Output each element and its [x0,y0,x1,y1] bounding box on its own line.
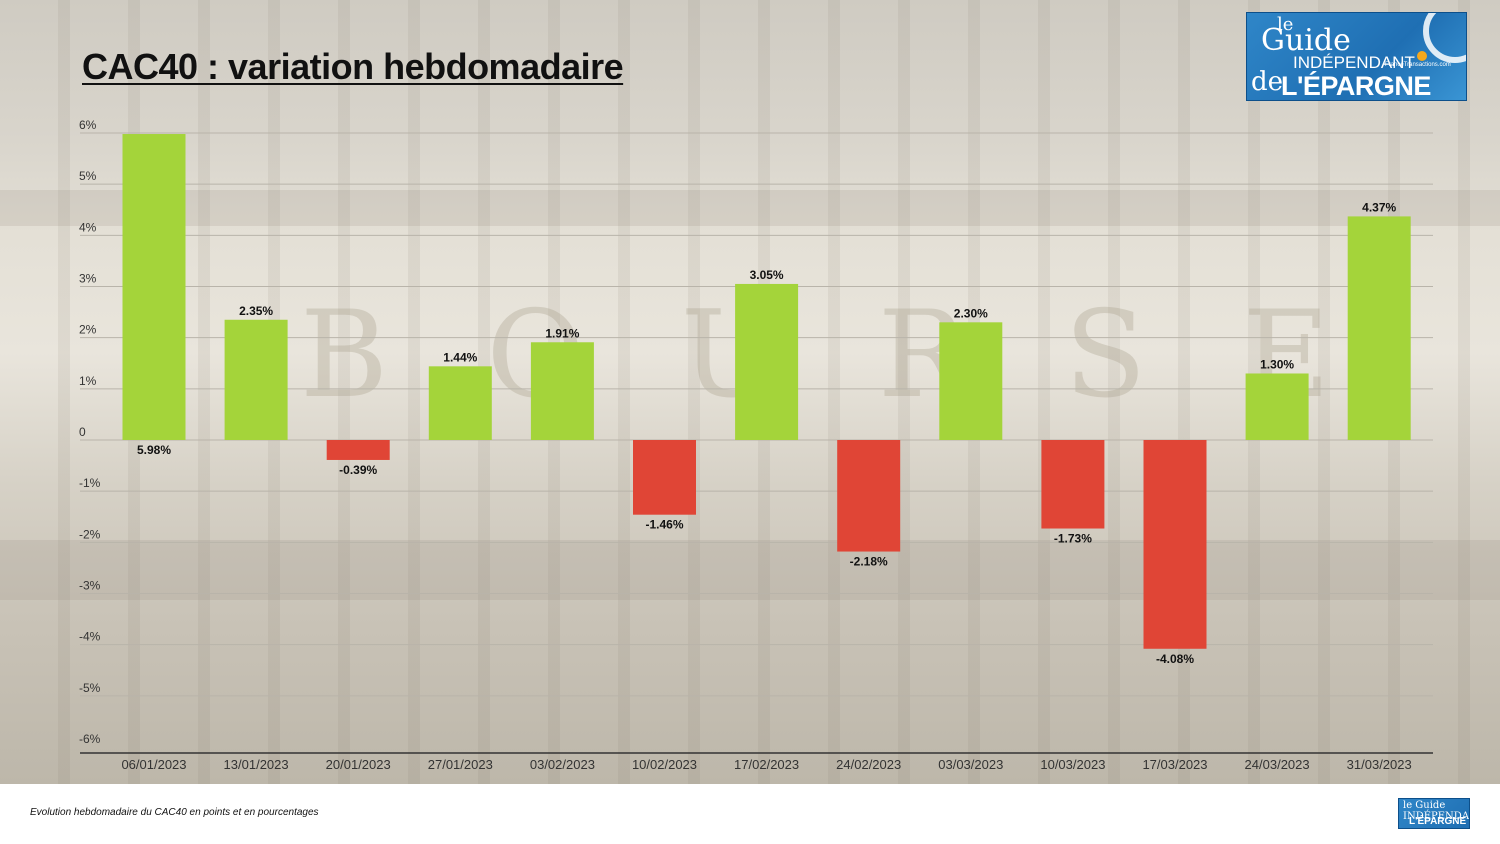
data-label: -1.73% [1054,532,1092,546]
bar-03-03-2023 [939,322,1003,440]
bar-10-02-2023 [633,440,696,515]
y-axis-ticks: 6% 5% 4% 3% 2% 1% 0 -1% -2% -3% -4% -5% -6% [79,118,101,746]
data-label: 2.35% [239,304,273,318]
data-label: 3.05% [750,268,784,282]
y-tick-label: 2% [79,323,97,337]
data-label: 1.44% [443,350,477,364]
bar-06-01-2023 [122,134,186,441]
logo-site: FranceTransactions.com [1385,62,1451,68]
logo-person-icon [1417,51,1427,61]
data-label: 1.30% [1260,357,1294,371]
logo-line-epargne: L'ÉPARGNE [1281,71,1431,101]
data-label: -4.08% [1156,652,1194,666]
logo-small-line1: le Guide INDÉPENDANT [1403,800,1470,822]
data-label: -2.18% [850,555,888,569]
x-tick-label: 06/01/2023 [121,757,186,772]
chart-title: CAC40 : variation hebdomadaire [82,46,624,87]
y-tick-label: 0 [79,425,86,439]
bar-10-03-2023 [1041,440,1105,529]
footer-note: Evolution hebdomadaire du CAC40 en point… [30,807,319,818]
bar-17-03-2023 [1143,440,1207,649]
x-tick-label: 10/03/2023 [1040,757,1105,772]
y-tick-label: -5% [79,681,101,695]
x-tick-label: 03/02/2023 [530,757,595,772]
x-tick-label: 24/03/2023 [1245,757,1310,772]
bar-24-02-2023 [837,440,901,552]
y-tick-label: -4% [79,630,101,644]
x-tick-label: 20/01/2023 [326,757,391,772]
y-tick-label: 6% [79,118,97,132]
logo-small-line2: L'ÉPARGNE [1409,816,1467,827]
y-tick-label: -1% [79,476,101,490]
bar-13-01-2023 [224,319,288,440]
x-tick-label: 17/02/2023 [734,757,799,772]
bar-17-02-2023 [735,283,799,440]
logo-ring-icon [1423,13,1466,63]
y-tick-label: 4% [79,220,97,234]
logo-line-independant: INDÉPENDANT [1293,53,1415,72]
brand-logo: le Guide INDÉPENDANT de L'ÉPARGNE France… [1246,12,1467,101]
brand-logo-small: le Guide INDÉPENDANT L'ÉPARGNE [1398,798,1470,829]
y-tick-label: 3% [79,272,97,286]
y-tick-label: -6% [79,732,101,746]
weekly-variation-chart: 5.98% 2.35% -0.39% 1.44% 1.91% -1.46% 3.05% -2.… [79,118,1433,772]
data-label: -0.39% [339,463,377,477]
x-tick-label: 10/02/2023 [632,757,697,772]
logo-line-le: le [1277,14,1294,35]
x-axis-ticks: 06/01/2023 13/01/2023 20/01/2023 27/01/2023… [121,757,1411,772]
data-label: -1.46% [645,518,683,532]
y-tick-label: 5% [79,169,97,183]
gridlines [80,132,1433,754]
x-tick-label: 13/01/2023 [224,757,289,772]
bar-03-02-2023 [530,342,594,440]
x-tick-label: 27/01/2023 [428,757,493,772]
x-tick-label: 24/02/2023 [836,757,901,772]
data-label: 4.37% [1362,200,1396,214]
y-tick-label: -3% [79,579,101,593]
y-tick-label: 1% [79,374,97,388]
bar-20-01-2023 [326,440,390,460]
logo-line-de: de [1251,67,1284,97]
bar-31-03-2023 [1347,216,1411,440]
y-tick-label: -2% [79,527,101,541]
x-tick-label: 17/03/2023 [1142,757,1207,772]
bar-27-01-2023 [428,366,492,440]
bar-24-03-2023 [1245,373,1309,440]
background-frieze [0,190,1500,226]
x-tick-label: 03/03/2023 [938,757,1003,772]
x-tick-label: 31/03/2023 [1347,757,1412,772]
data-label: 1.91% [545,326,579,340]
data-label: 5.98% [137,443,171,457]
data-labels: 5.98% 2.35% -0.39% 1.44% 1.91% -1.46% 3.05% -2.… [137,200,1397,665]
logo-line-guide: Guide [1261,23,1351,58]
data-label: 2.30% [954,306,988,320]
bars [122,134,1411,649]
background-capitals [0,540,1500,600]
